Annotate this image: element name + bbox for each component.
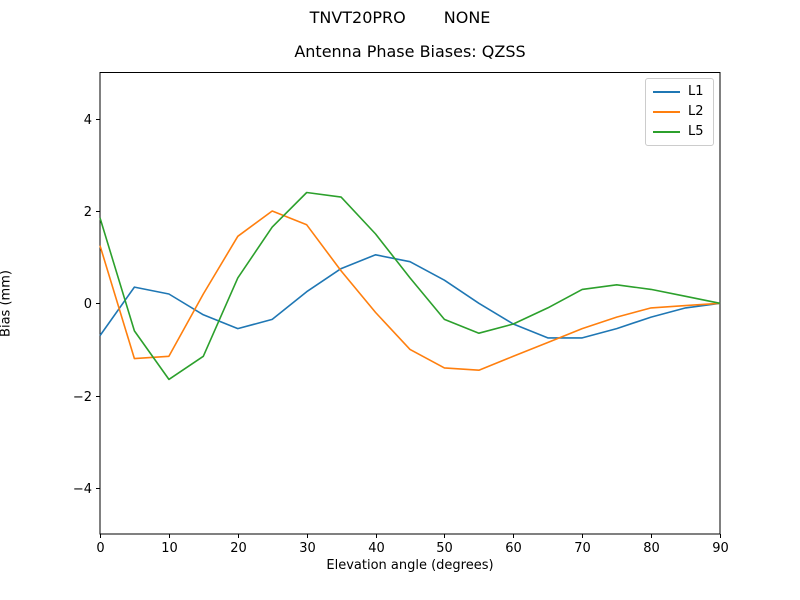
- legend-label-L5: L5: [688, 124, 704, 139]
- legend: L1 L2 L5: [645, 78, 714, 146]
- x-axis-label: Elevation angle (degrees): [326, 558, 494, 573]
- y-tick-label: −2: [73, 390, 92, 405]
- series-line-L2: [99, 210, 721, 372]
- x-tick-label: 90: [712, 541, 729, 556]
- legend-item-L5: L5: [653, 125, 704, 139]
- chart-title: Antenna Phase Biases: QZSS: [294, 42, 526, 61]
- suptitle-left: TNVT20PRO: [309, 8, 406, 27]
- x-tick-label: 30: [299, 541, 316, 556]
- x-tick-label: 40: [368, 541, 385, 556]
- x-tick-label: 50: [436, 541, 453, 556]
- x-tick-label: 70: [574, 541, 591, 556]
- y-tick-label: −4: [73, 482, 92, 497]
- legend-label-L1: L1: [688, 84, 704, 99]
- x-tick-label: 80: [643, 541, 660, 556]
- legend-label-L2: L2: [688, 104, 704, 119]
- figure-suptitle: TNVT20PRO NONE: [0, 8, 800, 28]
- x-tick-label: 10: [161, 541, 178, 556]
- legend-swatch-L5: [653, 131, 680, 133]
- x-tick-label: 0: [96, 541, 104, 556]
- y-tick-label: 2: [84, 205, 92, 220]
- suptitle-right: NONE: [443, 8, 491, 27]
- legend-item-L1: L1: [653, 85, 704, 99]
- legend-swatch-L1: [653, 91, 680, 93]
- y-tick-label: 4: [84, 113, 92, 128]
- legend-item-L2: L2: [653, 105, 704, 119]
- x-tick-label: 20: [230, 541, 247, 556]
- plot-area-border: [99, 72, 721, 535]
- y-axis-label: Bias (mm): [0, 270, 14, 337]
- legend-swatch-L2: [653, 111, 680, 113]
- x-tick-label: 60: [505, 541, 522, 556]
- y-tick-label: 0: [84, 297, 92, 312]
- series-line-L1: [99, 254, 721, 339]
- series-line-L5: [99, 191, 721, 381]
